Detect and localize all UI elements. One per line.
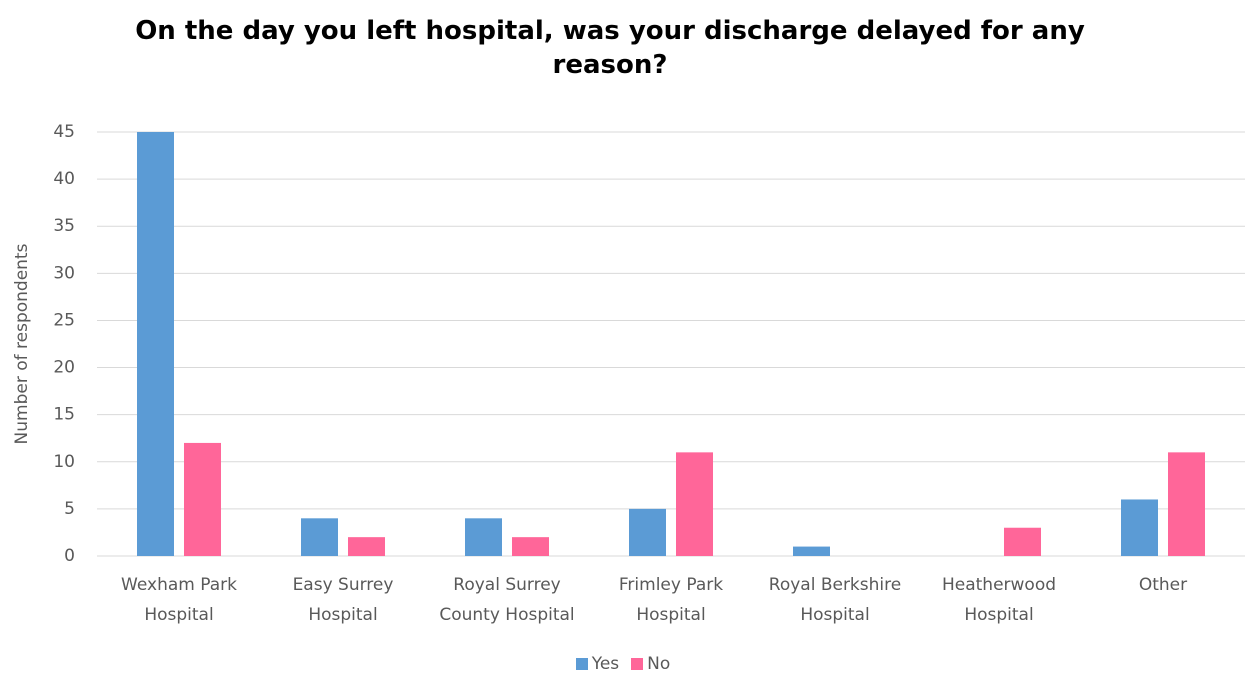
y-tick-label: 35: [53, 216, 75, 236]
bar: [676, 452, 713, 556]
x-tick-label: Royal Surrey County Hospital: [439, 575, 575, 625]
y-tick-label: 45: [53, 122, 75, 142]
x-tick-label: Wexham Park Hospital: [121, 575, 237, 625]
bar: [184, 442, 221, 556]
y-axis-label: Number of respondents: [12, 243, 32, 444]
chart-title: On the day you left hospital, was your d…: [135, 16, 1085, 80]
legend-label: No: [647, 654, 671, 674]
x-tick-label: Other: [1138, 575, 1188, 595]
y-tick-label: 15: [53, 405, 75, 425]
bar: [1004, 527, 1041, 556]
bar: [1168, 452, 1205, 556]
x-tick-label: Easy Surrey Hospital: [292, 575, 394, 625]
x-tick-label: Heatherwood Hospital: [941, 575, 1057, 625]
y-tick-label: 40: [53, 169, 75, 189]
legend-swatch: [575, 658, 588, 670]
bar: [629, 508, 666, 556]
y-tick-label: 5: [64, 499, 75, 519]
legend-label: Yes: [591, 654, 620, 674]
y-tick-label: 20: [53, 358, 75, 378]
legend-swatch: [631, 658, 644, 670]
bar: [465, 518, 502, 556]
y-tick-label: 10: [53, 452, 75, 472]
bar: [137, 132, 174, 556]
y-tick-label: 0: [64, 546, 75, 566]
bar: [348, 537, 385, 556]
bar: [1121, 499, 1158, 556]
x-tick-label: Royal Berkshire Hospital: [768, 575, 902, 625]
bar: [793, 546, 830, 556]
legend: Yes No: [0, 654, 1246, 674]
bar: [512, 537, 549, 556]
legend-item: Yes: [575, 654, 620, 674]
x-tick-label: Frimley Park Hospital: [618, 575, 724, 625]
y-tick-label: 25: [53, 310, 75, 330]
bar: [301, 518, 338, 556]
y-tick-label: 30: [53, 263, 75, 283]
legend-item: No: [631, 654, 670, 674]
